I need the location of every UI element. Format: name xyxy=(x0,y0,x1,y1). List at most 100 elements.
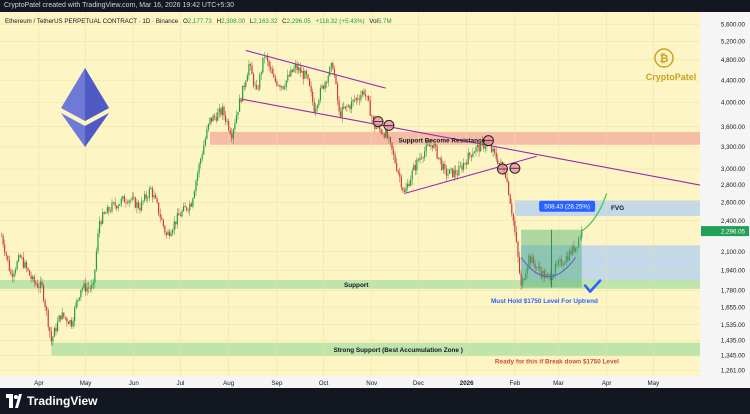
candle-body xyxy=(13,273,15,277)
time-tick-label: 2026 xyxy=(460,380,474,387)
candle-body xyxy=(232,129,234,139)
candle-body xyxy=(108,207,110,212)
candle-body xyxy=(564,263,566,265)
candle-body xyxy=(218,108,220,113)
candle-body xyxy=(7,255,9,260)
price-tick-label: 1,261.00 xyxy=(721,367,746,374)
candle-body xyxy=(178,213,180,216)
candle-body xyxy=(88,287,90,289)
candle-body xyxy=(369,100,371,116)
candle-body xyxy=(347,105,350,107)
candle-body xyxy=(95,251,98,270)
candle-body xyxy=(276,81,278,86)
legend-o-label: O xyxy=(183,18,188,25)
candle-body xyxy=(434,144,437,146)
candle-body xyxy=(257,88,259,90)
candle-body xyxy=(125,202,127,204)
candle-body xyxy=(268,61,270,67)
candle-body xyxy=(256,84,258,89)
candle-body xyxy=(22,257,24,268)
candle-body xyxy=(204,138,206,146)
candle-body xyxy=(122,196,124,199)
candle-body xyxy=(436,145,438,159)
price-tick-label: 4,400.00 xyxy=(721,77,746,84)
candle-body xyxy=(476,144,479,147)
candle-body xyxy=(182,206,185,212)
candle-body xyxy=(10,270,12,275)
candle-body xyxy=(483,142,485,149)
candle-body xyxy=(410,179,412,186)
candle-body xyxy=(500,161,502,163)
time-axis[interactable]: Apr May Jun Jul Aug Sep Oct Nov Dec 2026 Feb Mar Apr… xyxy=(34,380,660,387)
legend-l-label: L xyxy=(250,18,254,25)
candle-body xyxy=(159,214,161,218)
candle-body xyxy=(400,176,402,188)
candle-body xyxy=(175,221,177,225)
candle-body xyxy=(56,321,59,332)
price-chart[interactable]: ₿ CryptoPatel 508.43 (28.25%) Support Bec… xyxy=(0,12,750,388)
candles-layer xyxy=(0,52,583,347)
candle-body xyxy=(562,264,564,266)
candle-body xyxy=(33,276,35,283)
credit-text: CryptoPatel created with TradingView.com… xyxy=(4,2,235,9)
candle-body xyxy=(385,128,387,138)
candle-body xyxy=(217,112,219,121)
candle-body xyxy=(403,190,406,192)
must-hold-label: Must Hold $1750 Level For Uptrend xyxy=(491,298,598,305)
candle-body xyxy=(567,256,569,261)
candle-body xyxy=(344,106,346,109)
candle-body xyxy=(497,159,499,165)
zone-green xyxy=(51,342,701,357)
candle-body xyxy=(424,151,426,158)
candle-body xyxy=(181,211,183,217)
candle-body xyxy=(173,221,175,231)
strong-support-label: Strong Support (Best Accumulation Zone ) xyxy=(334,347,463,354)
price-tick-label: 3,600.00 xyxy=(721,124,746,131)
candle-body xyxy=(441,159,443,170)
ohlc-legend: Ethereum / TetherUS PERPETUAL CONTRACT ·… xyxy=(5,18,392,25)
legend-vol-label: Vol xyxy=(369,18,378,25)
price-axis[interactable]: 5,600.00 5,200.00 4,800.00 4,400.00 4,000.00… xyxy=(701,21,749,374)
candle-body xyxy=(274,77,276,82)
candle-body xyxy=(102,212,104,224)
candle-body xyxy=(131,197,133,201)
candle-body xyxy=(84,283,87,292)
candle-body xyxy=(397,170,399,174)
candle-body xyxy=(408,183,410,186)
tradingview-logo-icon[interactable] xyxy=(6,394,22,408)
candle-body xyxy=(53,327,56,337)
candle-body xyxy=(540,270,542,278)
candle-body xyxy=(105,213,107,214)
candle-body xyxy=(576,247,578,248)
price-tick-label: 2,100.00 xyxy=(721,249,746,256)
time-tick-label: Mar xyxy=(553,380,564,387)
candle-body xyxy=(228,120,230,130)
candle-body xyxy=(130,200,132,201)
candle-body xyxy=(195,180,197,192)
grid-layer xyxy=(0,12,700,376)
candle-body xyxy=(508,181,510,196)
candle-body xyxy=(484,146,486,149)
candle-body xyxy=(103,212,105,214)
candle-body xyxy=(532,256,535,264)
candle-body xyxy=(472,153,474,157)
candle-body xyxy=(425,144,427,152)
candle-body xyxy=(69,319,71,325)
candle-body xyxy=(352,99,354,102)
candle-body xyxy=(240,98,242,102)
candle-body xyxy=(4,244,6,253)
candle-body xyxy=(254,84,256,86)
candle-body xyxy=(413,165,415,171)
candle-body xyxy=(360,95,362,100)
candle-body xyxy=(11,274,14,277)
candle-body xyxy=(5,252,7,256)
candle-body xyxy=(27,267,29,271)
candle-body xyxy=(459,165,462,167)
candle-body xyxy=(388,137,390,138)
time-tick-label: Dec xyxy=(413,380,424,387)
candle-body xyxy=(2,235,4,245)
candle-body xyxy=(98,221,101,234)
candle-body xyxy=(341,107,343,118)
tradingview-brand[interactable]: TradingView xyxy=(27,394,98,408)
price-tick-label: 4,000.00 xyxy=(721,99,746,106)
